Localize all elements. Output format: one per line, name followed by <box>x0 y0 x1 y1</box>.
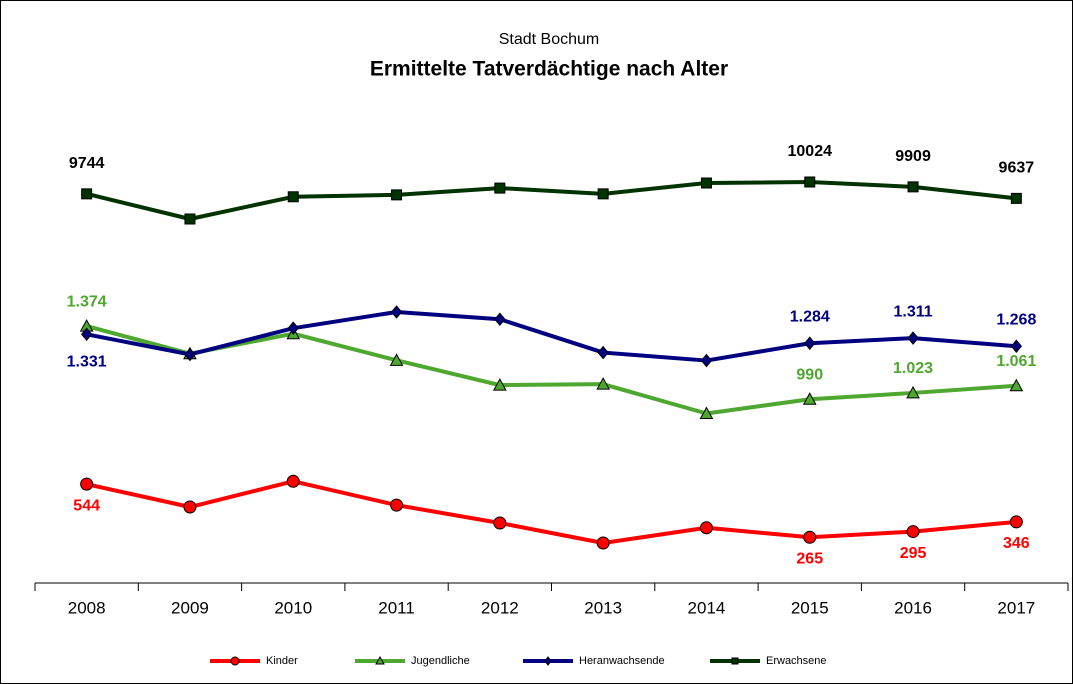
x-tick-label: 2014 <box>688 598 726 617</box>
marker <box>699 521 713 535</box>
marker <box>906 525 920 539</box>
legend-label: Kinder <box>266 655 298 667</box>
x-tick-label: 2010 <box>274 598 312 617</box>
data-label: 346 <box>1003 535 1030 552</box>
marker <box>907 181 919 193</box>
marker <box>184 347 196 362</box>
legend-marker <box>731 657 739 665</box>
legend-label: Jugendliche <box>411 655 470 667</box>
series-line <box>86 180 1017 221</box>
marker <box>493 516 507 530</box>
series-line <box>86 479 1017 545</box>
data-label: 1.374 <box>67 293 107 310</box>
marker <box>493 378 507 391</box>
data-label: 10024 <box>788 143 833 160</box>
marker <box>391 189 403 201</box>
legend-marker <box>544 656 552 666</box>
marker <box>700 353 713 368</box>
marker <box>1010 339 1023 354</box>
marker <box>183 500 197 514</box>
marker <box>802 392 817 405</box>
marker <box>700 177 712 189</box>
x-tick-label: 2015 <box>791 598 829 617</box>
marker <box>184 213 196 225</box>
x-tick-label: 2017 <box>997 598 1035 617</box>
data-label: 9637 <box>999 160 1035 177</box>
chart-title: Ermittelte Tatverdächtige nach Alter <box>370 58 728 81</box>
data-label: 990 <box>796 366 823 383</box>
marker <box>596 536 610 550</box>
x-tick-label: 2009 <box>171 598 209 617</box>
x-tick-label: 2008 <box>68 598 106 617</box>
marker <box>804 176 816 188</box>
marker <box>597 345 609 360</box>
series-line <box>86 324 1017 416</box>
legend-label: Erwachsene <box>766 655 827 667</box>
marker <box>390 305 403 319</box>
marker <box>597 188 609 200</box>
chart-subtitle: Stadt Bochum <box>499 31 600 48</box>
marker <box>287 321 299 335</box>
marker <box>907 331 919 345</box>
marker <box>1009 378 1024 392</box>
data-label: 1.284 <box>790 308 830 325</box>
data-label: 9909 <box>895 148 931 165</box>
marker <box>1009 515 1023 529</box>
marker <box>803 530 817 544</box>
data-label: 265 <box>796 551 823 568</box>
x-tick-label: 2013 <box>584 598 622 617</box>
marker <box>389 353 404 366</box>
data-label: 9744 <box>69 155 105 172</box>
x-tick-label: 2016 <box>894 598 932 617</box>
legend-marker <box>230 656 240 666</box>
series-line <box>86 310 1017 363</box>
data-label: 1.331 <box>67 353 107 370</box>
marker <box>80 327 93 342</box>
data-label: 544 <box>73 497 100 514</box>
data-label: 1.311 <box>893 303 932 320</box>
data-label: 1.061 <box>996 353 1036 370</box>
marker <box>596 377 610 390</box>
marker <box>906 385 920 399</box>
marker <box>287 191 299 203</box>
marker <box>81 188 93 200</box>
marker <box>286 474 300 488</box>
data-label: 1.023 <box>893 360 933 377</box>
legend-marker <box>375 655 385 665</box>
marker <box>699 406 714 420</box>
marker <box>804 336 816 351</box>
x-tick-label: 2011 <box>378 598 415 617</box>
legend-label: Heranwachsende <box>579 655 665 667</box>
marker <box>80 477 94 491</box>
marker <box>494 182 506 194</box>
marker <box>494 312 506 327</box>
marker <box>390 498 404 512</box>
marker <box>1010 192 1022 204</box>
data-label: 295 <box>900 545 927 562</box>
data-label: 1.268 <box>996 311 1036 328</box>
x-tick-label: 2012 <box>481 598 519 617</box>
